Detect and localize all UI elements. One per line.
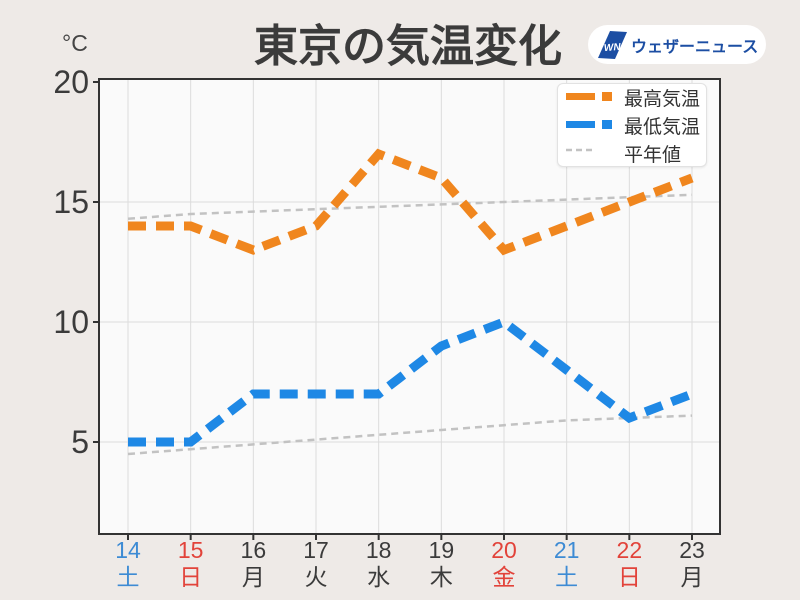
svg-text:17: 17: [303, 537, 329, 563]
svg-text:20: 20: [53, 64, 89, 100]
svg-text:月: 月: [681, 564, 704, 590]
svg-text:水: 水: [367, 564, 390, 590]
svg-text:15: 15: [53, 184, 89, 220]
svg-text:5: 5: [71, 424, 89, 460]
svg-text:15: 15: [178, 537, 204, 563]
svg-text:金: 金: [493, 564, 516, 590]
svg-text:木: 木: [430, 564, 453, 590]
svg-text:10: 10: [53, 304, 89, 340]
svg-text:16: 16: [241, 537, 267, 563]
svg-text:14: 14: [115, 537, 141, 563]
svg-text:22: 22: [617, 537, 643, 563]
svg-text:土: 土: [117, 564, 140, 590]
svg-text:土: 土: [555, 564, 578, 590]
svg-text:19: 19: [429, 537, 455, 563]
svg-text:日: 日: [618, 564, 641, 590]
svg-text:21: 21: [554, 537, 580, 563]
svg-text:20: 20: [491, 537, 517, 563]
svg-text:火: 火: [305, 564, 328, 590]
svg-text:18: 18: [366, 537, 392, 563]
svg-text:WN: WN: [604, 41, 622, 53]
svg-text:月: 月: [242, 564, 265, 590]
svg-text:日: 日: [179, 564, 202, 590]
svg-text:23: 23: [679, 537, 705, 563]
